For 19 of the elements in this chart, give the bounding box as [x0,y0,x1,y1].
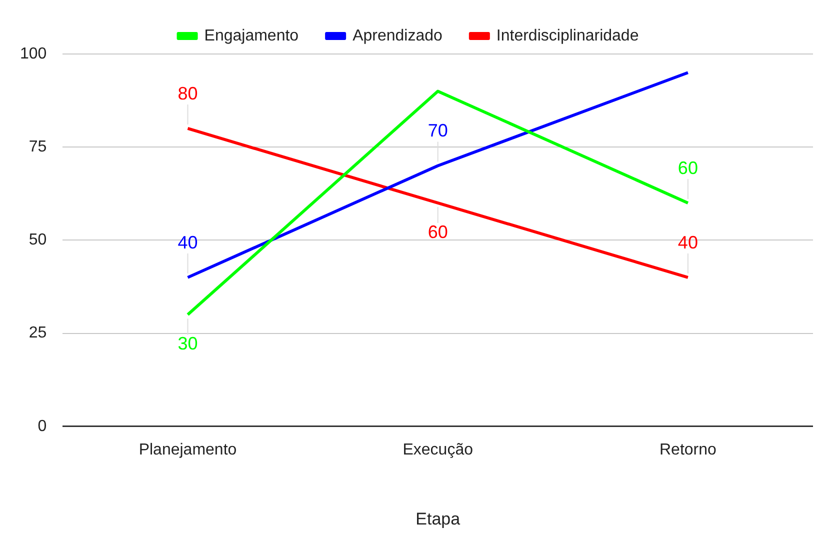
data-label: 60 [678,158,698,178]
x-tick-label: Planejamento [138,441,237,458]
x-tick-label: Execução [402,441,474,458]
legend-label: Engajamento [204,27,299,44]
data-label: 40 [178,232,198,252]
data-label: 30 [178,334,198,354]
data-label: 40 [678,232,698,252]
y-tick-label: 0 [38,418,47,435]
x-axis-title: Etapa [416,509,461,528]
y-tick-label: 100 [20,45,47,62]
legend-label: Interdisciplinaridade [496,27,639,44]
data-label: 60 [428,222,448,242]
y-tick-label: 75 [28,138,47,156]
data-label: 70 [428,120,448,141]
y-tick-label: 25 [28,324,47,342]
legend-label: Aprendizado [352,27,443,44]
x-tick-label: Retorno [659,441,717,458]
data-label: 80 [178,83,198,104]
y-tick-label: 50 [28,232,47,249]
